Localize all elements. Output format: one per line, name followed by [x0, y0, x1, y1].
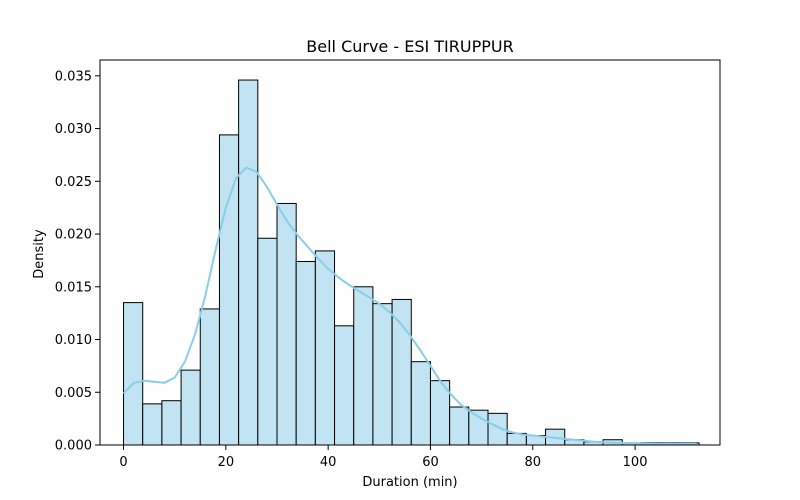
kde-curve: [122, 166, 697, 445]
y-tick-label: 0.025: [55, 175, 92, 190]
histogram-bar: [142, 403, 163, 446]
x-axis: 0 20 40 60 80 100: [119, 445, 647, 470]
chart-title: Bell Curve - ESI TIRUPPUR: [306, 37, 513, 56]
y-tick-label: 0.005: [55, 386, 92, 401]
histogram-bar: [123, 302, 144, 446]
histogram-bar: [257, 237, 278, 446]
histogram-bar: [238, 79, 259, 446]
x-tick-label: 40: [320, 455, 337, 470]
y-tick-label: 0.015: [55, 280, 92, 295]
histogram-bar: [199, 308, 220, 446]
x-tick-label: 60: [422, 455, 439, 470]
x-axis-title: Duration (min): [362, 475, 457, 490]
x-tick-label: 20: [218, 455, 235, 470]
y-tick-label: 0.035: [55, 69, 92, 84]
histogram-bar: [161, 400, 182, 446]
histogram-bars: [123, 79, 700, 446]
x-tick-label: 80: [524, 455, 541, 470]
histogram-bar: [334, 325, 355, 446]
y-tick-label: 0.000: [55, 439, 92, 454]
plot-area-frame: [99, 59, 721, 446]
x-tick-label: 100: [623, 455, 648, 470]
histogram-bar: [449, 406, 470, 446]
histogram-bar: [353, 286, 374, 446]
histogram-bar: [391, 298, 412, 446]
x-tick-label: 0: [119, 455, 127, 470]
y-tick-label: 0.010: [55, 333, 92, 348]
histogram-bar: [372, 303, 393, 446]
y-tick-label: 0.020: [55, 228, 92, 243]
histogram-bar: [276, 202, 297, 446]
histogram-bar: [295, 260, 316, 446]
y-axis-title: Density: [32, 229, 47, 279]
y-tick-label: 0.030: [55, 122, 92, 137]
histogram-bar: [314, 250, 336, 446]
y-axis: 0.000 0.005 0.010 0.015 0.020 0.025 0.030 0.035: [55, 69, 100, 454]
histogram-bar: [410, 361, 431, 446]
histogram-bar: [468, 409, 489, 446]
histogram-bar: [180, 369, 201, 446]
